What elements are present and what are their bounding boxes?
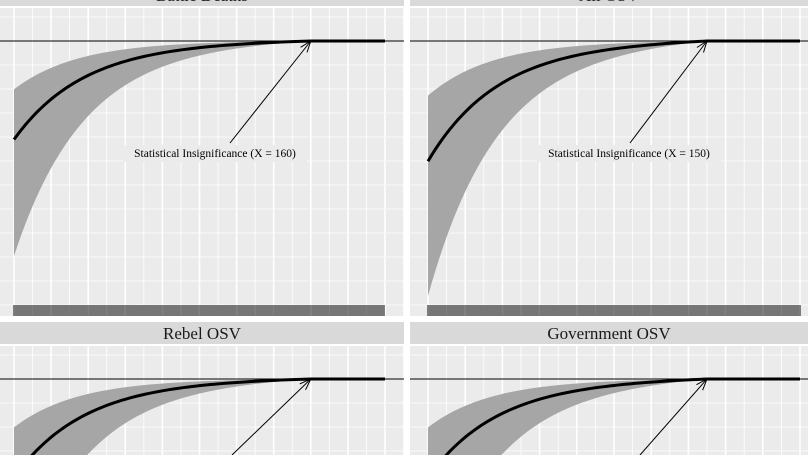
annotation-label-bg [123, 145, 307, 162]
annotation-arrowhead [696, 377, 708, 391]
facet-strip [0, 322, 404, 344]
facet-strip [0, 0, 404, 6]
confidence-ribbon [14, 41, 385, 256]
annotation-label: Statistical Insignificance (X = 150) [548, 148, 710, 160]
annotation-label: Statistical Insignificance (X = 160) [134, 148, 296, 160]
plot-area [0, 346, 404, 455]
facet-panel-3: Rebel OSV [0, 322, 404, 455]
facet-strip [410, 0, 808, 6]
facet-title: Rebel OSV [163, 324, 242, 343]
facet-title: All OSV [579, 0, 640, 5]
annotation-arrow [229, 40, 312, 144]
confidence-ribbon [14, 379, 385, 455]
estimate-line [444, 377, 800, 455]
estimate-line [426, 39, 800, 162]
plot-area: Statistical Insignificance (X = 160) [0, 8, 404, 316]
estimate-line [12, 39, 385, 141]
plot-area [410, 346, 808, 455]
estimate-line [30, 377, 385, 455]
facet-title: Government OSV [547, 324, 671, 343]
plot-area: Statistical Insignificance (X = 150) [410, 8, 808, 316]
annotation-arrow [629, 40, 708, 144]
annotation-arrowhead [696, 39, 708, 53]
annotation-arrow [231, 378, 312, 455]
confidence-ribbon [428, 379, 800, 455]
confidence-ribbon [428, 41, 800, 296]
facet-panel-4: Government OSV [410, 322, 808, 455]
annotation-arrowhead [299, 377, 312, 391]
facet-panel-2: Statistical Insignificance (X = 150) All … [410, 0, 808, 316]
annotation-label-bg [537, 145, 721, 162]
facet-panel-1: Statistical Insignificance (X = 160) Batt… [0, 0, 404, 316]
annotation-arrow [639, 378, 708, 455]
facet-title: Battle Deaths [156, 0, 248, 5]
facet-strip [410, 322, 808, 344]
annotation-arrowhead [300, 39, 312, 53]
